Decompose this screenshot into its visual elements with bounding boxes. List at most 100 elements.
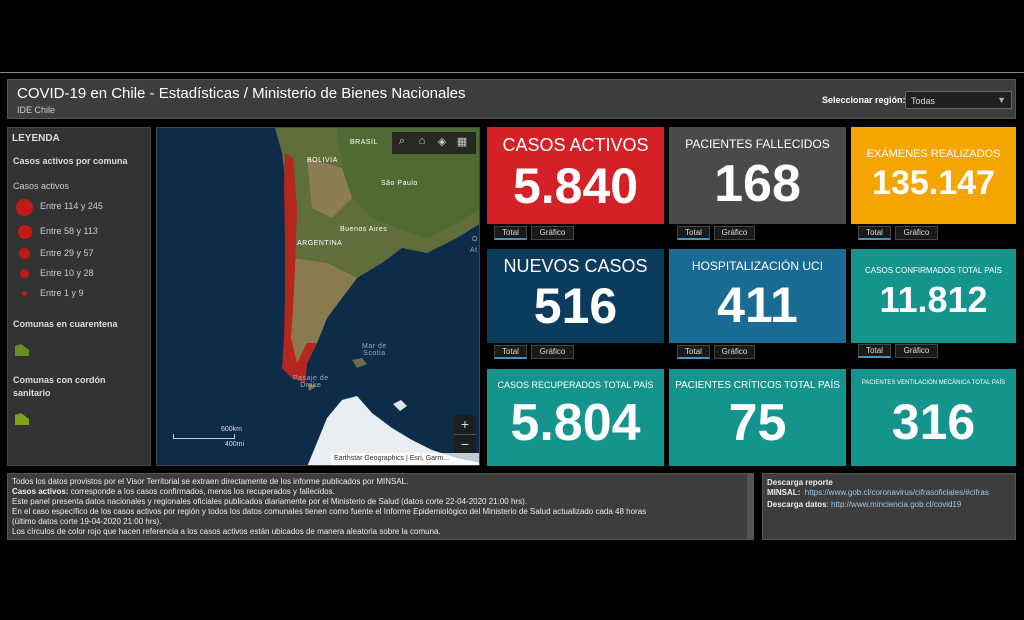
map-label-ocean-at: At xyxy=(470,247,478,254)
tile-title: PACIENTES VENTILACIÓN MECÁNICA TOTAL PAÍ… xyxy=(861,380,1006,386)
tile-casos-recuperados: CASOS RECUPERADOS TOTAL PAÍS 5.804 xyxy=(487,369,664,466)
map-scale: 600km 400mi xyxy=(173,426,244,448)
tile-casos-confirmados: CASOS CONFIRMADOS TOTAL PAÍS 11.812 xyxy=(851,249,1016,343)
note-line: Los círculos de color rojo que hacen ref… xyxy=(12,527,441,536)
tab-grafico[interactable]: Gráfico xyxy=(714,226,755,240)
tile-hospitalizacion-uci: HOSPITALIZACIÓN UCI 411 xyxy=(669,249,846,343)
legend-section-quarantine: Comunas en cuarentena xyxy=(13,319,118,329)
cordon-polygon-icon xyxy=(15,413,29,425)
minsal-label: MINSAL: xyxy=(767,488,801,497)
scale-mi: 400mi xyxy=(225,441,245,448)
map-view[interactable]: BRASIL BOLIVIA São Paulo Buenos Aires AR… xyxy=(156,127,480,466)
tile-casos-activos: CASOS ACTIVOS 5.840 xyxy=(487,127,664,224)
tile-value: 316 xyxy=(891,394,976,450)
legend-dot-icon xyxy=(22,291,27,296)
datos-row: Descarga datos: http://www.minciencia.go… xyxy=(767,500,962,509)
tile-nuevos-casos: NUEVOS CASOS 516 xyxy=(487,249,664,343)
legend-section-cordon: Comunas con cordón sanitario xyxy=(13,375,106,398)
zoom-control: + − xyxy=(454,415,476,453)
map-label-ocean-o: O xyxy=(472,236,478,243)
tab-total[interactable]: Total xyxy=(494,226,527,240)
tab-grafico[interactable]: Gráfico xyxy=(714,345,755,359)
tile-title: PACIENTES CRÍTICOS TOTAL PAÍS xyxy=(675,380,840,391)
map-attribution[interactable]: Earthstar Geographics | Esri, Garm... xyxy=(331,453,479,465)
notes-scrollbar[interactable] xyxy=(747,474,753,539)
zoom-out-button[interactable]: − xyxy=(454,434,476,454)
tab-grafico[interactable]: Gráfico xyxy=(895,344,938,358)
legend-section-active: Casos activos por comuna xyxy=(13,156,128,166)
map-label-sao-paulo: São Paulo xyxy=(381,180,418,187)
basemap-icon[interactable]: ▦ xyxy=(456,136,468,148)
legend-item: Entre 114 y 245 xyxy=(8,199,152,216)
legend-item-label: Entre 10 y 28 xyxy=(40,268,94,278)
search-icon[interactable]: ⌕ xyxy=(398,135,406,147)
tab-grafico[interactable]: Gráfico xyxy=(531,226,574,240)
legend-dot-icon xyxy=(20,269,29,278)
tab-grafico[interactable]: Gráfico xyxy=(531,345,574,359)
tile-title: NUEVOS CASOS xyxy=(503,256,648,276)
tile-title: CASOS RECUPERADOS TOTAL PAÍS xyxy=(497,380,654,390)
zoom-in-button[interactable]: + xyxy=(460,416,470,432)
home-icon[interactable]: ⌂ xyxy=(418,135,426,147)
tile-title: HOSPITALIZACIÓN UCI xyxy=(691,259,824,273)
legend-dot-icon xyxy=(18,225,32,239)
map-label-brasil: BRASIL xyxy=(350,139,378,146)
datos-link[interactable]: http://www.minciencia.gob.cl/covid19 xyxy=(831,500,962,509)
tile-value: 516 xyxy=(533,278,618,334)
note-line: Todos los datos provistos por el Visor T… xyxy=(12,477,409,486)
scale-km: 600km xyxy=(221,426,243,433)
map-label-bolivia: BOLIVIA xyxy=(307,157,338,164)
tile-value: 5.804 xyxy=(510,394,641,452)
tab-total[interactable]: Total xyxy=(858,344,891,358)
tile-value: 11.812 xyxy=(879,279,988,320)
legend-dot-icon xyxy=(19,248,30,259)
tile-title: CASOS CONFIRMADOS TOTAL PAÍS xyxy=(865,266,1002,275)
note-line-active: Casos activos: corresponde a los casos c… xyxy=(12,487,749,497)
map-label-argentina: ARGENTINA xyxy=(297,240,343,247)
legend-sub-active: Casos activos xyxy=(13,181,70,191)
legend-item-label: Entre 29 y 57 xyxy=(40,248,94,258)
note-line: En el caso específico de los casos activ… xyxy=(12,507,647,516)
download-title: Descarga reporte xyxy=(767,478,833,487)
tab-total[interactable]: Total xyxy=(858,226,891,240)
note-rest: corresponde a los casos confirmados, men… xyxy=(68,487,335,496)
top-divider xyxy=(0,72,1024,73)
legend-dot-icon xyxy=(16,199,33,216)
legend-item: Entre 10 y 28 xyxy=(8,266,152,282)
info-notes-panel[interactable]: Todos los datos provistos por el Visor T… xyxy=(7,473,754,540)
tile-pacientes-fallecidos: PACIENTES FALLECIDOS 168 xyxy=(669,127,846,224)
map-label-buenos-aires: Buenos Aires xyxy=(340,226,388,233)
map-label-mar-scotia: Mar de Scotia xyxy=(362,343,387,357)
region-select[interactable]: Todas ▼ xyxy=(905,91,1012,109)
page-subtitle: IDE Chile xyxy=(17,105,56,115)
tab-total[interactable]: Total xyxy=(494,345,527,359)
note-bold: Casos activos: xyxy=(12,487,69,496)
map-basemap xyxy=(157,128,479,465)
region-select-value: Todas xyxy=(911,96,936,106)
legend-item: Entre 1 y 9 xyxy=(8,286,152,302)
tile-value: 135.147 xyxy=(872,164,995,202)
tab-total[interactable]: Total xyxy=(677,226,710,240)
minsal-row: MINSAL: https://www.gob.cl/coronavirus/c… xyxy=(767,488,1011,498)
legend-item-label: Entre 114 y 245 xyxy=(40,201,103,211)
download-panel: Descarga reporte MINSAL: https://www.gob… xyxy=(762,473,1016,540)
tab-grafico[interactable]: Gráfico xyxy=(895,226,938,240)
tile-pacientes-criticos: PACIENTES CRÍTICOS TOTAL PAÍS 75 xyxy=(669,369,846,466)
legend-item: Entre 58 y 113 xyxy=(8,224,152,240)
tile-title: EXÁMENES REALIZADOS xyxy=(866,148,1001,160)
tile-value: 168 xyxy=(714,155,801,213)
tile-value: 5.840 xyxy=(512,158,639,214)
legend-panel: LEYENDA Casos activos por comuna Casos a… xyxy=(7,127,151,466)
tile-value: 75 xyxy=(728,394,787,452)
note-line: (último datos corte 19-04-2020 21:00 hrs… xyxy=(12,517,162,526)
tab-total[interactable]: Total xyxy=(677,345,710,359)
layers-icon[interactable]: ◈ xyxy=(437,136,447,148)
tile-examenes-realizados: EXÁMENES REALIZADOS 135.147 xyxy=(851,127,1016,224)
region-select-label: Seleccionar región: xyxy=(822,95,906,105)
quarantine-polygon-icon xyxy=(15,344,29,356)
datos-label: Descarga datos xyxy=(767,500,827,509)
note-line: Este panel presenta datos nacionales y r… xyxy=(12,497,527,506)
app-header: COVID-19 en Chile - Estadísticas / Minis… xyxy=(7,79,1016,119)
minsal-link[interactable]: https://www.gob.cl/coronavirus/cifrasofi… xyxy=(804,488,989,497)
legend-title: LEYENDA xyxy=(12,133,60,144)
